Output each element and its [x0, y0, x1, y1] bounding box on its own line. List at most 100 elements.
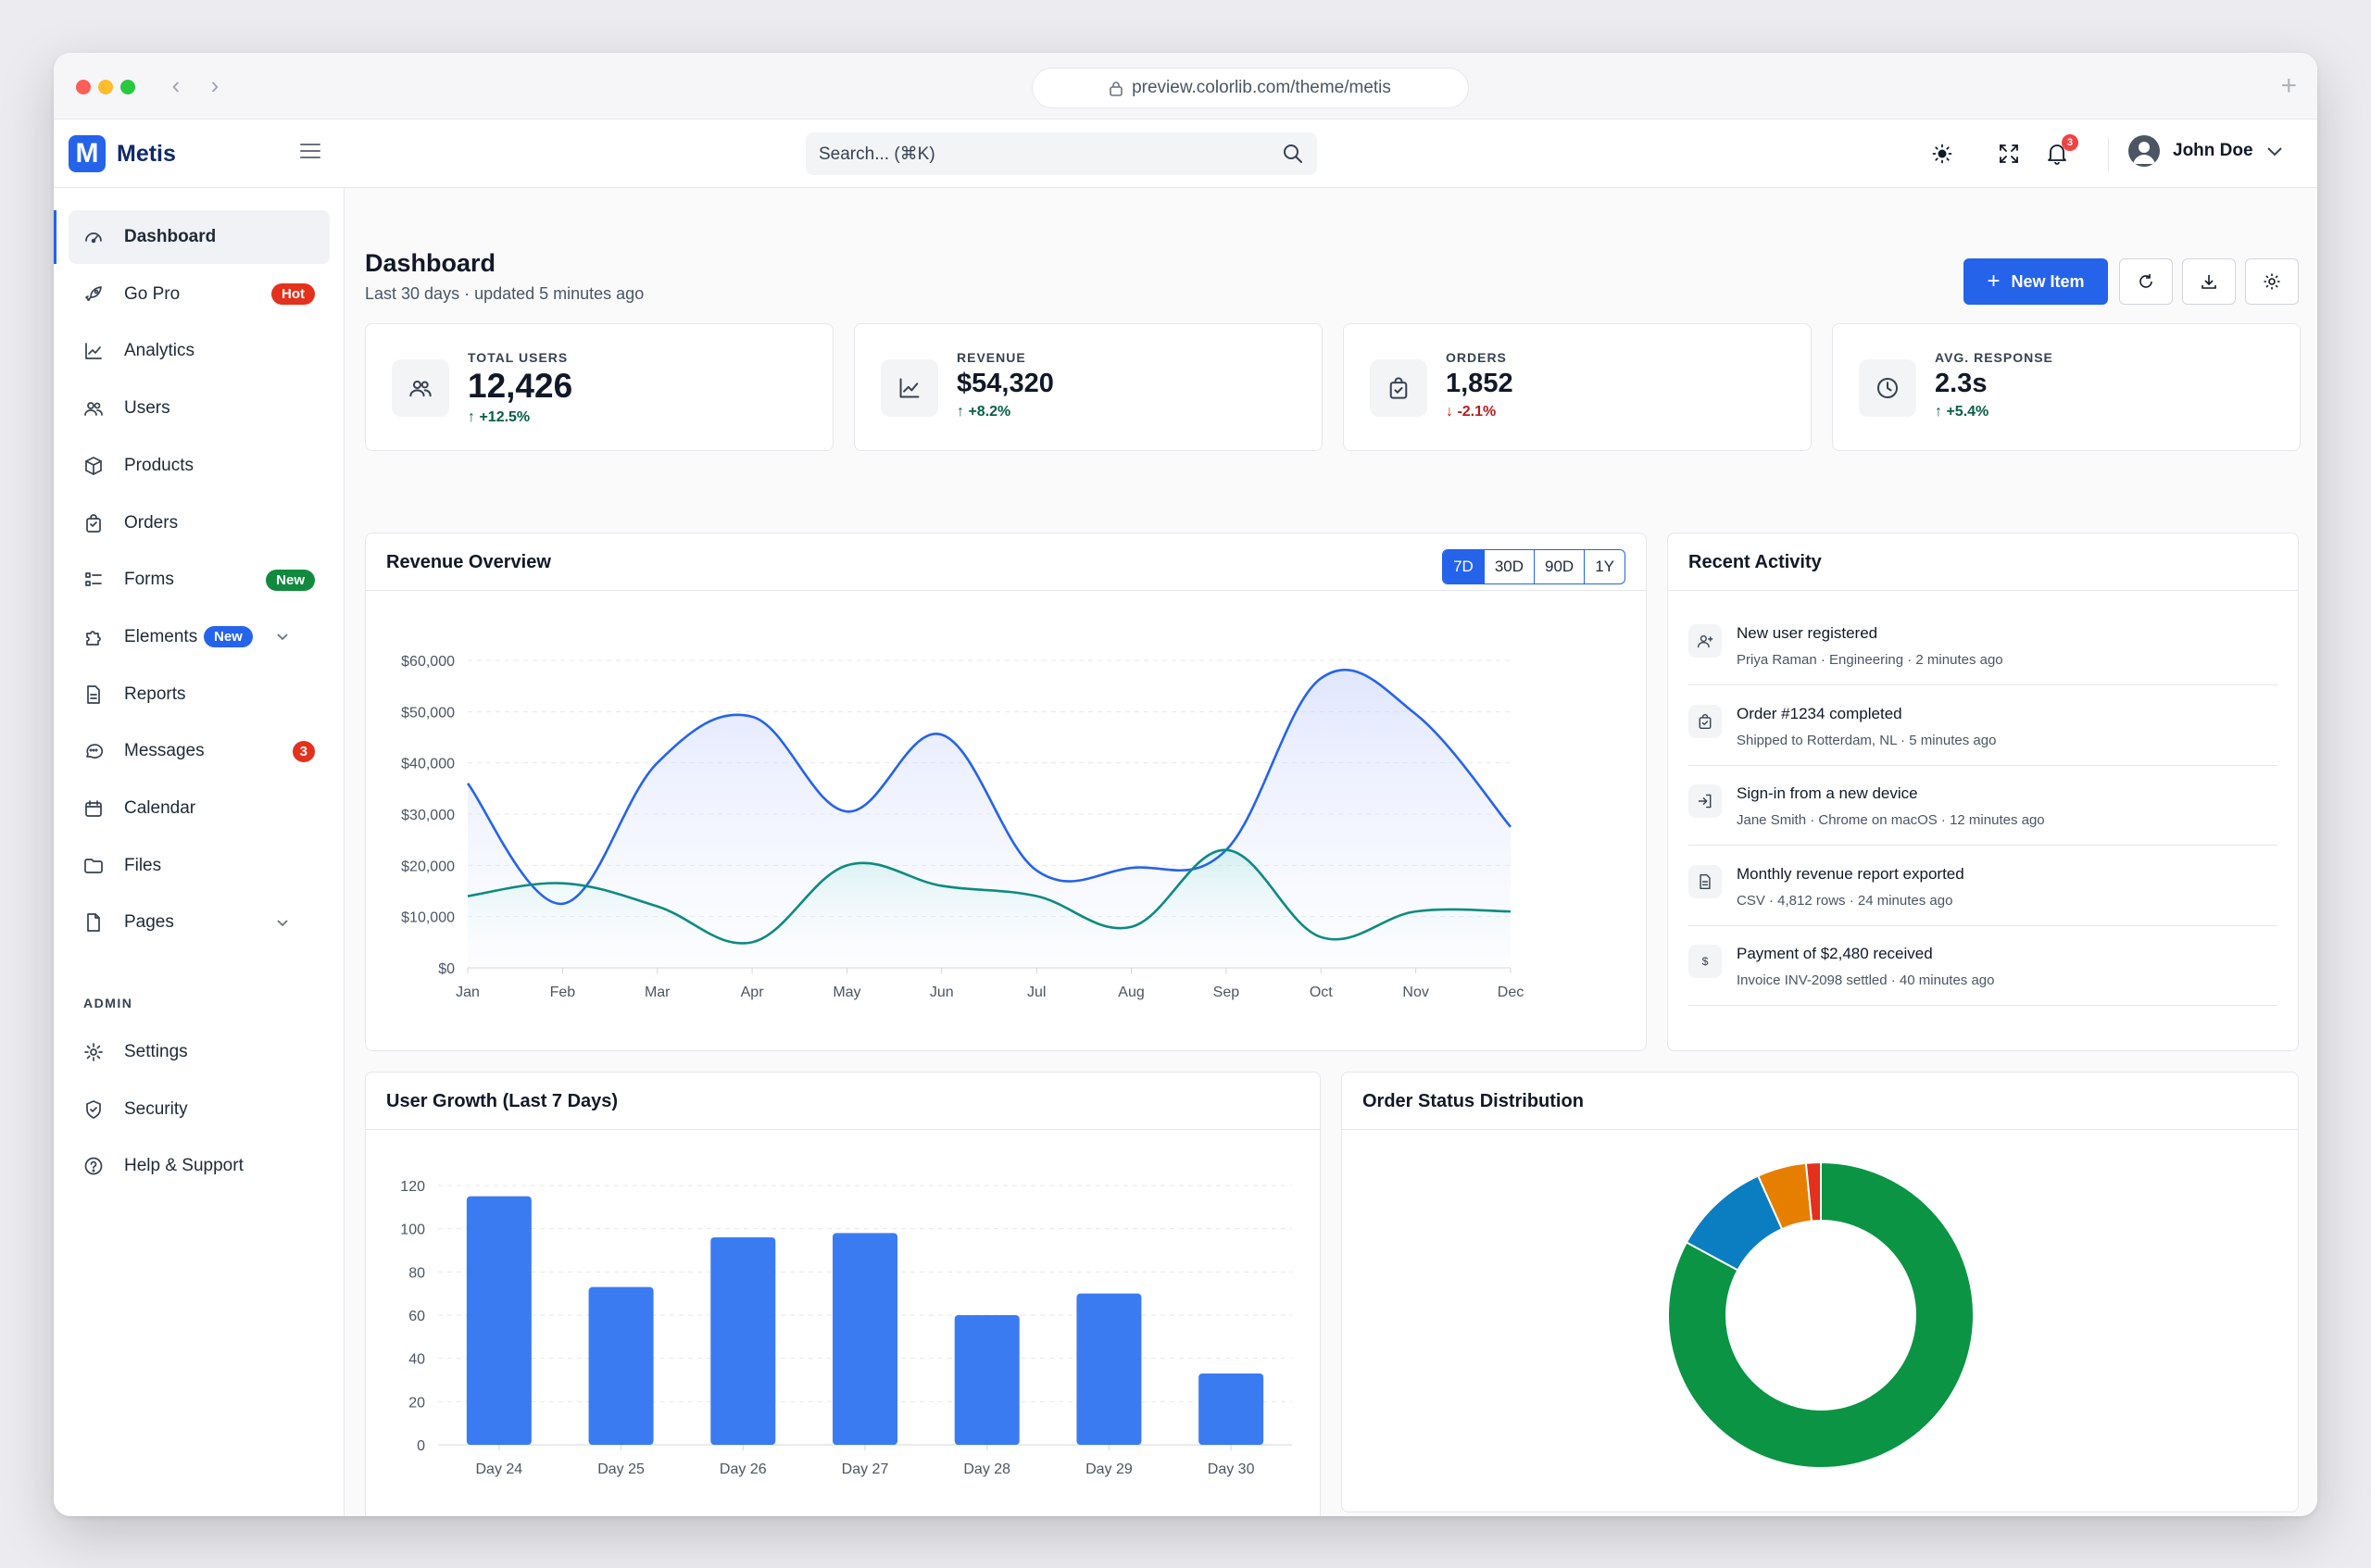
sidebar-item-settings[interactable]: Settings: [69, 1025, 330, 1079]
user-growth-card: User Growth (Last 7 Days) 0 20 40 60 80 100 12…: [365, 1072, 1321, 1516]
avatar: [2128, 135, 2160, 167]
sidebar: Dashboard Go Pro Hot Analytics Users Products…: [54, 188, 345, 1516]
range-option-7d[interactable]: 7D: [1443, 550, 1484, 583]
sidebar-item-security[interactable]: Security: [69, 1083, 330, 1136]
card-title: Revenue Overview: [386, 552, 551, 572]
activity-item[interactable]: Order #1234 completed Shipped to Rotterda…: [1688, 686, 2277, 766]
brand-name: Metis: [117, 140, 176, 167]
sidebar-item-forms[interactable]: Forms New: [69, 553, 330, 607]
dashboard-icon: [83, 227, 104, 247]
sidebar-item-messages[interactable]: Messages 3: [69, 724, 330, 778]
sidebar-item-label: Orders: [124, 512, 179, 533]
new-badge: New: [266, 569, 315, 591]
theme-toggle-button[interactable]: [1928, 140, 1956, 168]
refresh-icon: [2139, 274, 2152, 288]
range-option-30d[interactable]: 30D: [1483, 550, 1534, 583]
close-window-button[interactable]: [76, 80, 91, 94]
user-plus-icon: [1688, 624, 1722, 658]
chart-line-icon: [881, 359, 938, 417]
card-header: User Growth (Last 7 Days): [366, 1073, 1320, 1130]
box-icon: [83, 456, 104, 476]
x-tick-label: Day 27: [842, 1461, 889, 1477]
sidebar-item-users[interactable]: Users: [69, 382, 330, 435]
chevron-down-icon[interactable]: [276, 627, 289, 646]
sidebar-item-products[interactable]: Products: [69, 439, 330, 493]
search-input[interactable]: Search... (⌘K): [806, 132, 1317, 175]
sidebar-item-files[interactable]: Files: [69, 839, 330, 893]
sidebar-item-go-pro[interactable]: Go Pro Hot: [69, 268, 330, 321]
x-tick-label: Sep: [1213, 985, 1240, 1000]
new-item-label: New Item: [2011, 271, 2085, 291]
activity-item[interactable]: Sign-in from a new device Jane Smith · Ch…: [1688, 766, 2277, 846]
activity-title: Monthly revenue report exported: [1737, 864, 1964, 883]
stat-card: AVG. RESPONSE 2.3s ↑ +5.4%: [1832, 323, 2301, 451]
chat-icon: [83, 741, 104, 761]
menu-toggle-icon[interactable]: [300, 144, 320, 162]
back-arrow-icon[interactable]: ‹: [171, 71, 181, 99]
dollar-icon: $: [1688, 945, 1722, 978]
sidebar-item-orders[interactable]: Orders: [69, 496, 330, 550]
brand[interactable]: M Metis: [69, 135, 176, 172]
stat-delta: ↑ +12.5%: [468, 409, 531, 425]
stat-delta: ↑ +8.2%: [957, 404, 1011, 420]
activity-item[interactable]: New user registered Priya Raman · Enginee…: [1688, 606, 2277, 685]
sidebar-item-elements[interactable]: Elements New: [69, 610, 330, 664]
bar: [710, 1237, 776, 1445]
range-option-1y[interactable]: 1Y: [1584, 550, 1625, 583]
bag-check-icon: [1688, 704, 1722, 738]
pie-slice: [1804, 1160, 1822, 1223]
search-icon: [1284, 144, 1302, 163]
sidebar-item-help-support[interactable]: Help & Support: [69, 1139, 330, 1193]
x-tick-label: Jul: [1027, 985, 1046, 1000]
page-title: Dashboard: [365, 249, 496, 277]
header-divider: [2108, 138, 2109, 171]
y-tick-label: 80: [408, 1265, 425, 1281]
sign-in-icon: [1688, 784, 1722, 818]
minimize-window-button[interactable]: [98, 80, 113, 94]
x-tick-label: Jun: [930, 985, 954, 1000]
series-line: [467, 848, 1512, 945]
file-text-icon: [1688, 864, 1722, 898]
stat-card: ORDERS 1,852 ↓ -2.1%: [1343, 323, 1812, 451]
sidebar-item-dashboard[interactable]: Dashboard: [54, 210, 330, 264]
x-tick-label: Day 28: [963, 1461, 1010, 1477]
card-header: Revenue Overview 7D 30D 90D 1Y: [366, 533, 1646, 591]
forward-arrow-icon[interactable]: ›: [210, 71, 220, 99]
refresh-button[interactable]: [2119, 258, 2173, 305]
sidebar-item-reports[interactable]: Reports: [69, 668, 330, 721]
sidebar-item-label: Dashboard: [124, 227, 217, 246]
stat-label: REVENUE: [957, 350, 1026, 365]
sun-icon: [1932, 144, 1952, 164]
new-tab-icon[interactable]: +: [2280, 70, 2297, 101]
activity-title: New user registered: [1737, 624, 1878, 642]
activity-item[interactable]: Monthly revenue report exported CSV · 4,8…: [1688, 847, 2277, 926]
activity-title: Order #1234 completed: [1737, 704, 1902, 722]
address-bar[interactable]: preview.colorlib.com/theme/metis: [1032, 68, 1469, 108]
x-tick-label: Jan: [456, 985, 480, 1000]
sidebar-item-label: Reports: [124, 684, 186, 704]
plus-icon: +: [1987, 269, 2001, 294]
x-tick-label: Aug: [1118, 985, 1144, 1000]
sidebar-item-pages[interactable]: Pages: [69, 896, 330, 949]
x-tick-label: Nov: [1402, 985, 1428, 1000]
series-line: [466, 668, 1512, 906]
notifications-button[interactable]: 3: [2043, 134, 2078, 168]
fullscreen-button[interactable]: [1995, 140, 2023, 168]
zoom-window-button[interactable]: [120, 80, 135, 94]
chevron-down-icon[interactable]: [276, 913, 289, 933]
user-menu[interactable]: John Doe: [2128, 135, 2283, 167]
range-option-90d[interactable]: 90D: [1534, 550, 1584, 583]
fullscreen-icon: [2000, 144, 2018, 163]
new-item-button[interactable]: + New Item: [1963, 258, 2108, 305]
shield-icon: [83, 1099, 104, 1120]
activity-item[interactable]: $ Payment of $2,480 received Invoice INV-2…: [1688, 926, 2277, 1006]
search-placeholder: Search... (⌘K): [819, 144, 935, 164]
sidebar-item-analytics[interactable]: Analytics: [69, 324, 330, 378]
sidebar-item-label: Go Pro: [124, 283, 181, 304]
folder-icon: [83, 856, 104, 876]
new-badge: New: [204, 626, 253, 648]
download-button[interactable]: [2182, 258, 2236, 305]
settings-button[interactable]: [2245, 258, 2299, 305]
sidebar-item-calendar[interactable]: Calendar: [69, 782, 330, 835]
order-status-chart: [1667, 1160, 1975, 1469]
